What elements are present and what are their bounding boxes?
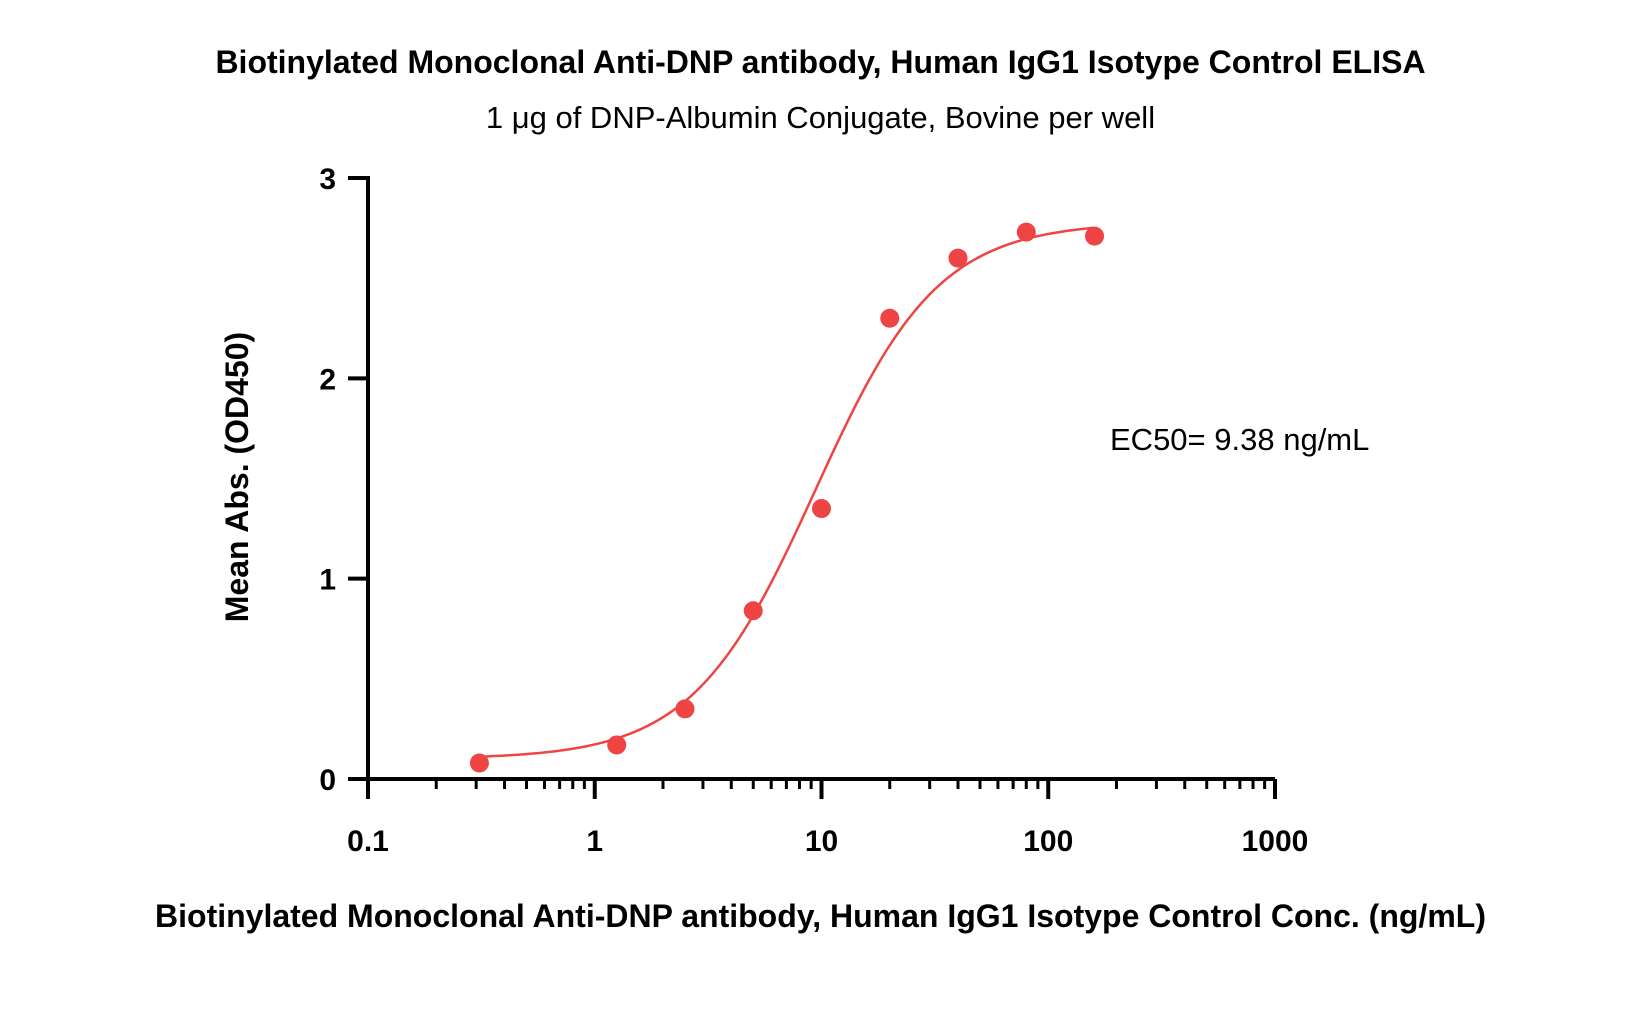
data-point	[1085, 226, 1105, 246]
data-points-layer	[469, 222, 1105, 773]
ec50-annotation: EC50= 9.38 ng/mL	[1110, 422, 1370, 457]
chart-subtitle: 1 μg of DNP-Albumin Conjugate, Bovine pe…	[485, 100, 1156, 135]
data-point	[675, 699, 695, 719]
y-tick-label: 1	[319, 564, 336, 597]
y-tick-label: 2	[319, 363, 336, 396]
data-point	[743, 601, 763, 621]
data-point	[607, 735, 627, 755]
data-point	[469, 753, 489, 773]
data-point	[880, 308, 900, 328]
axes: 0.1 1 10 100 1000 0 1 2 3	[319, 163, 1308, 858]
fit-curve	[479, 226, 1095, 758]
chart-title: Biotinylated Monoclonal Anti-DNP antibod…	[215, 44, 1426, 80]
x-axis-label: Biotinylated Monoclonal Anti-DNP antibod…	[155, 898, 1486, 934]
data-point	[948, 248, 968, 268]
x-tick-label: 100	[1023, 825, 1073, 858]
y-tick-label: 0	[319, 764, 336, 797]
x-tick-label: 1	[586, 825, 603, 858]
x-tick-label: 0.1	[347, 825, 389, 858]
data-point	[812, 499, 831, 519]
x-tick-label: 1000	[1242, 825, 1309, 858]
x-tick-label: 10	[805, 825, 838, 858]
y-tick-label: 3	[319, 163, 336, 196]
data-point	[1016, 222, 1036, 242]
fit-curve-layer	[479, 226, 1095, 758]
